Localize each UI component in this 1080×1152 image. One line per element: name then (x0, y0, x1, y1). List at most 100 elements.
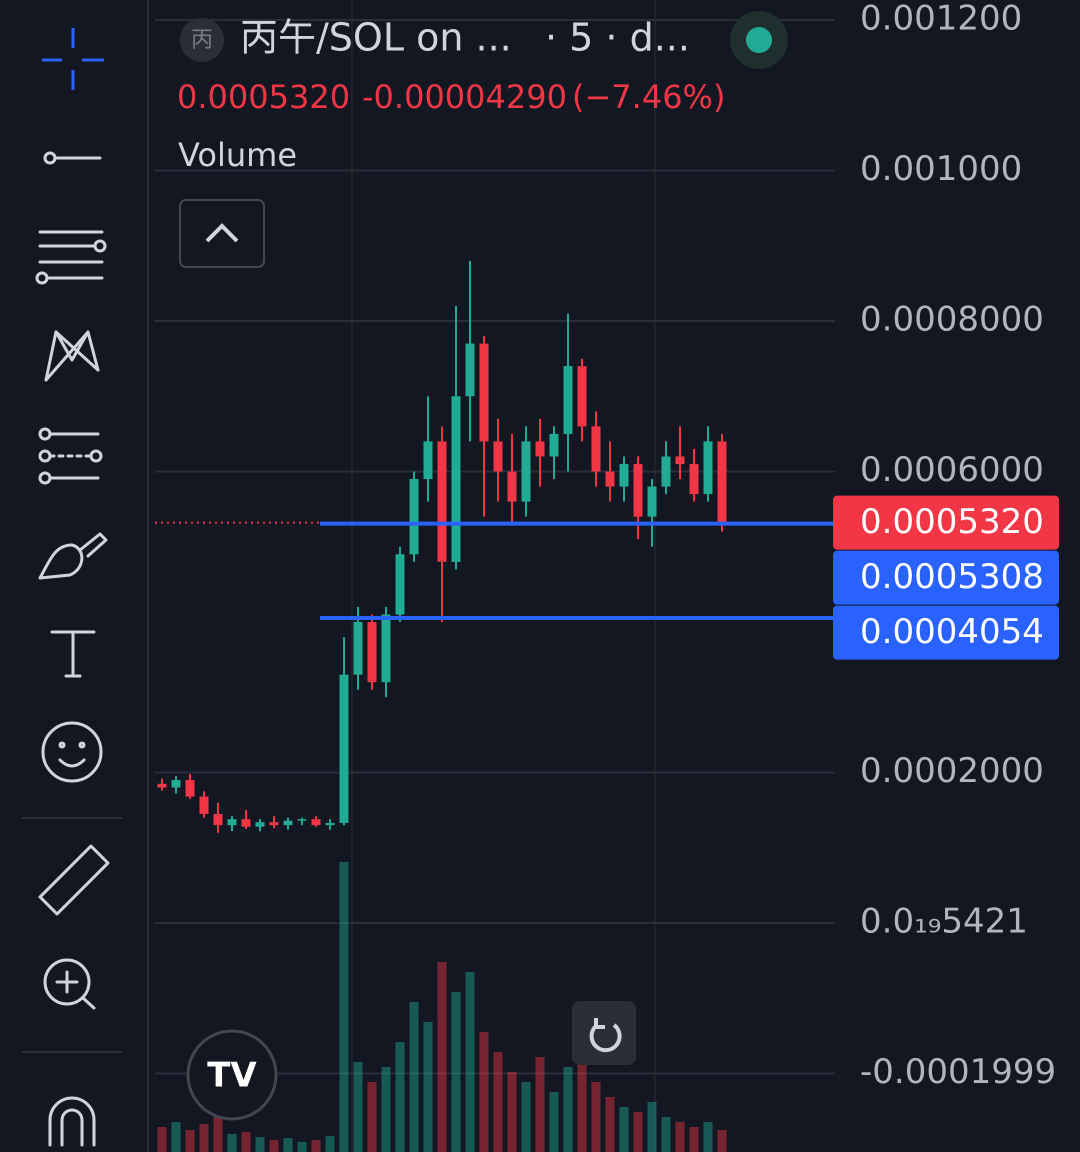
volume-bar (549, 1092, 559, 1152)
volume-bar (717, 1130, 727, 1152)
logo[interactable] (186, 1029, 278, 1121)
volume-bar (423, 1022, 433, 1152)
volume-bar (171, 1122, 181, 1152)
price-label: 0.0005320 (860, 502, 1044, 542)
candle-body (269, 822, 279, 826)
candle-body (367, 622, 377, 683)
volume-bar (507, 1072, 517, 1152)
trend-line-tool[interactable] (43, 151, 102, 165)
candle-body (255, 822, 265, 827)
volume-bar (535, 1057, 545, 1152)
collapse-button[interactable] (179, 199, 265, 268)
volume-bar (689, 1127, 699, 1152)
logo-text: TV (207, 1056, 257, 1096)
brush-tool[interactable] (38, 532, 108, 580)
ruler-tool[interactable] (38, 844, 110, 916)
volume-bar (297, 1142, 307, 1152)
candle-body (227, 819, 237, 826)
magnet-tool[interactable] (48, 1096, 96, 1147)
text-tool[interactable] (50, 630, 96, 678)
candle-body (451, 396, 461, 562)
crosshair-tool[interactable] (42, 28, 104, 90)
y-tick-label: 0.001200 (860, 0, 1022, 39)
candle-body (199, 796, 209, 814)
emoji-tool[interactable] (41, 721, 103, 783)
zoom-tool[interactable] (43, 958, 96, 1010)
change: -0.00004290 (362, 78, 567, 116)
toolbar (0, 0, 145, 1152)
candle-body (381, 614, 391, 683)
y-tick-label: 0.0₁₉5421 (860, 902, 1028, 942)
volume-bar (269, 1140, 279, 1152)
volume-bar (185, 1130, 195, 1152)
y-tick-label: 0.0006000 (860, 450, 1044, 490)
pattern-tool[interactable] (44, 330, 100, 382)
volume-bar (255, 1137, 265, 1152)
symbol-badge (180, 18, 224, 62)
volume-bar (199, 1124, 209, 1152)
status-dot (746, 27, 772, 53)
volume-bar (465, 972, 475, 1152)
candle-body (213, 813, 223, 826)
volume-bar (675, 1122, 685, 1152)
candle-body (157, 783, 167, 788)
candle-body (493, 441, 503, 472)
candle-body (633, 463, 643, 517)
volume-bar (591, 1082, 601, 1152)
volume-bar (241, 1132, 251, 1152)
volume-bar (633, 1112, 643, 1152)
price-label: 0.0005308 (860, 557, 1044, 597)
y-tick-label: 0.0008000 (860, 300, 1044, 340)
candle-body (297, 819, 307, 821)
interval: · 5 · d... (545, 16, 690, 60)
candle-body (717, 441, 727, 523)
candle-body (549, 433, 559, 457)
candle-body (605, 471, 615, 487)
candle-body (185, 780, 195, 797)
candle-body (563, 366, 573, 434)
volume-bar (213, 1117, 223, 1152)
volume-bar (409, 1002, 419, 1152)
lines-tool[interactable] (35, 230, 107, 285)
last-price: 0.0005320 (177, 78, 350, 116)
y-tick-label: -0.0001999 (860, 1052, 1056, 1092)
candle-body (535, 441, 545, 457)
volume-bar (325, 1136, 335, 1152)
volume-bar (619, 1107, 629, 1152)
volume-bar (339, 862, 349, 1152)
collapse-icon (205, 223, 239, 243)
volume-bar (577, 1032, 587, 1152)
volume-bar (451, 992, 461, 1152)
candle-body (703, 441, 713, 495)
volume-bar (381, 1067, 391, 1152)
volume-bar (605, 1097, 615, 1152)
candle-body (647, 486, 657, 517)
candle-body (689, 463, 699, 495)
volume-bar (703, 1122, 713, 1152)
y-tick-label: 0.001000 (860, 149, 1022, 189)
volume-bar (227, 1134, 237, 1152)
change-percent: (−7.46%) (572, 78, 725, 116)
volume-bar (395, 1042, 405, 1152)
volume-bar (367, 1082, 377, 1152)
reset-button[interactable] (572, 1001, 636, 1065)
candle-body (577, 366, 587, 427)
volume-bar (521, 1082, 531, 1152)
candle-body (325, 822, 335, 826)
candle-body (353, 622, 363, 675)
fib-tool[interactable] (38, 427, 103, 485)
candle-body (661, 456, 671, 487)
price-label-box (833, 550, 1059, 605)
reset-icon (589, 1018, 622, 1053)
volume-bar (661, 1117, 671, 1152)
candle-body (675, 456, 685, 464)
symbol[interactable]: 丙午/SOL on ... (240, 16, 512, 60)
volume-bar (647, 1102, 657, 1152)
candle-body (479, 343, 489, 442)
volume-bar (311, 1140, 321, 1152)
candle-body (619, 463, 629, 487)
price-label-box (833, 495, 1059, 550)
price-label-box (833, 605, 1059, 660)
volume-bar (353, 1062, 363, 1152)
